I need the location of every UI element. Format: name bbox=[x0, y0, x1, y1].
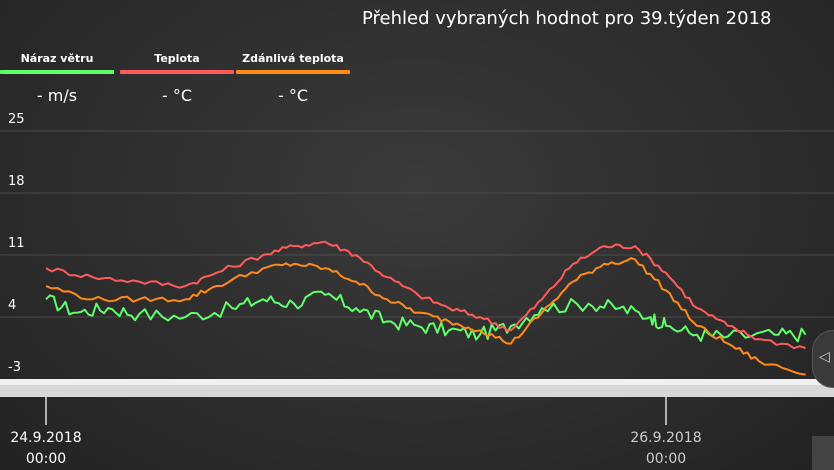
y-tick-label: 4 bbox=[8, 298, 16, 313]
legend-value-wind-gust: - m/s bbox=[36, 86, 78, 105]
x-tick-time-label: 00:00 bbox=[646, 451, 686, 467]
legend-value-temperature: - °C bbox=[161, 86, 193, 105]
chart-title: Přehled vybraných hodnot pro 39.týden 20… bbox=[362, 8, 772, 29]
chevron-left-icon: ◁ bbox=[819, 349, 830, 365]
legend-label-wind-gust: Náraz větru bbox=[20, 52, 94, 65]
series-line-temperature bbox=[45, 240, 806, 350]
legend-item-apparent-temperature[interactable]: Zdánlivá teplota - °C bbox=[236, 52, 350, 105]
y-tick-label: 25 bbox=[8, 112, 25, 127]
legend-item-wind-gust[interactable]: Náraz větru - m/s bbox=[0, 52, 114, 105]
legend-swatch-temperature bbox=[120, 70, 234, 74]
y-tick-label: -3 bbox=[8, 360, 21, 375]
series-line-wind-gust bbox=[45, 290, 807, 343]
x-tick-time-label: 00:00 bbox=[26, 451, 66, 467]
legend-label-temperature: Teplota bbox=[154, 52, 200, 65]
legend-swatch-apparent-temperature bbox=[236, 70, 350, 74]
scroll-left-button[interactable]: ◁ bbox=[812, 330, 834, 388]
x-axis-band-highlight bbox=[0, 379, 834, 385]
y-tick-label: 11 bbox=[8, 236, 25, 251]
scroll-handle[interactable] bbox=[812, 436, 834, 470]
legend-item-temperature[interactable]: Teplota - °C bbox=[120, 52, 234, 105]
legend-value-apparent-temperature: - °C bbox=[277, 86, 309, 105]
series-line-apparent-temperature bbox=[45, 257, 806, 376]
legend-swatch-wind-gust bbox=[0, 70, 114, 74]
x-tick-date-label: 24.9.2018 bbox=[10, 430, 81, 446]
y-tick-label: 18 bbox=[8, 174, 25, 189]
x-tick-date-label: 26.9.2018 bbox=[630, 430, 701, 446]
legend-label-apparent-temperature: Zdánlivá teplota bbox=[242, 52, 344, 65]
